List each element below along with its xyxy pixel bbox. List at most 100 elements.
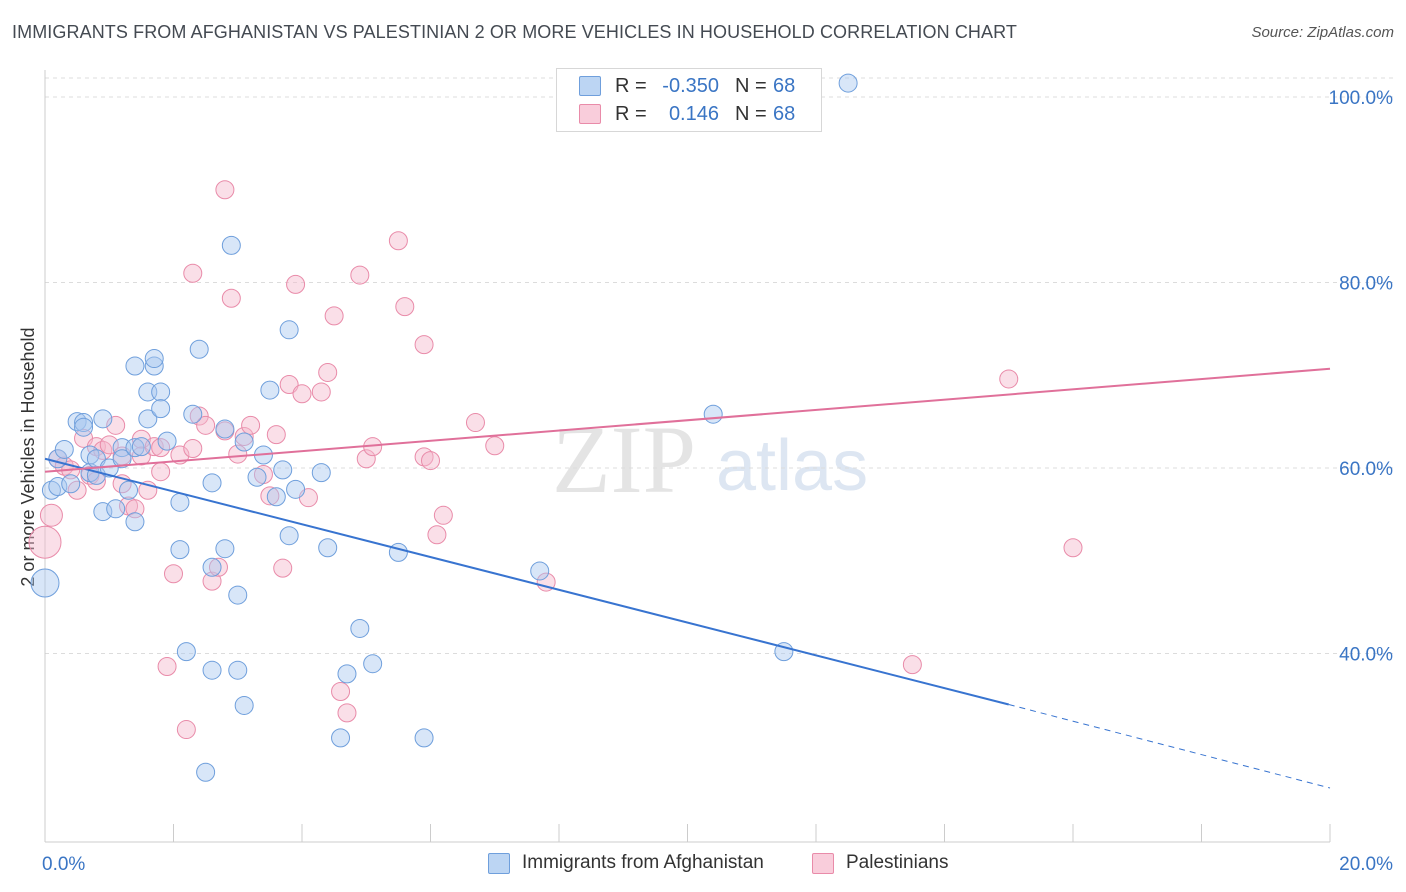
data-point-afghanistan (196, 762, 216, 782)
data-point-afghanistan (183, 404, 203, 424)
y-tick-label: 60.0% (1339, 459, 1393, 480)
data-point-palestinians (999, 369, 1019, 389)
data-point-palestinians (202, 571, 222, 591)
data-point-palestinians (427, 525, 447, 545)
data-point-palestinians (465, 413, 485, 433)
data-point-afghanistan (67, 412, 87, 432)
data-point-palestinians (241, 415, 261, 435)
data-point-palestinians (28, 525, 62, 559)
legend-item-palestinians[interactable]: Palestinians (812, 852, 948, 874)
data-point-palestinians (331, 682, 351, 702)
data-point-afghanistan (125, 356, 145, 376)
data-point-palestinians (208, 557, 228, 577)
data-point-palestinians (311, 382, 331, 402)
data-point-afghanistan (41, 480, 61, 500)
data-point-palestinians (536, 572, 556, 592)
data-point-palestinians (433, 505, 453, 525)
data-point-palestinians (350, 265, 370, 285)
data-point-afghanistan (202, 660, 222, 680)
stats-n-value: 68 (773, 74, 796, 97)
data-point-afghanistan (138, 409, 158, 429)
chart-source: Source: ZipAtlas.com (1251, 24, 1394, 41)
legend-label-palestinians: Palestinians (846, 852, 949, 873)
data-point-afghanistan (30, 568, 60, 598)
data-point-afghanistan (74, 413, 94, 433)
trend-lines (44, 367, 1331, 789)
data-point-afghanistan (247, 467, 267, 487)
data-point-palestinians (189, 406, 209, 426)
data-point-afghanistan (234, 695, 254, 715)
y-tick-labels: 40.0% 60.0% 80.0% 100.0% (1329, 88, 1394, 666)
data-point-afghanistan (414, 728, 434, 748)
x-tick-label: 0.0% (42, 854, 85, 875)
data-point-afghanistan (176, 642, 196, 662)
watermark: ZIP atlas (552, 406, 868, 513)
data-point-afghanistan (530, 561, 550, 581)
data-point-palestinians (421, 451, 440, 471)
data-point-afghanistan (112, 449, 132, 469)
data-point-afghanistan (273, 460, 293, 480)
data-point-afghanistan (170, 492, 190, 512)
data-point-afghanistan (318, 538, 338, 558)
data-point-afghanistan (151, 399, 171, 419)
data-point-palestinians (151, 462, 171, 482)
data-point-palestinians (292, 384, 312, 404)
data-point-palestinians (183, 263, 203, 283)
data-point-afghanistan (279, 320, 299, 340)
data-point-afghanistan (221, 235, 241, 255)
data-point-palestinians (395, 297, 415, 317)
legend-swatch-blue (488, 852, 510, 874)
legend-item-afghanistan[interactable]: Immigrants from Afghanistan (488, 852, 764, 874)
data-point-palestinians (266, 425, 286, 445)
data-point-afghanistan (331, 728, 351, 748)
data-point-afghanistan (131, 437, 151, 457)
data-point-palestinians (902, 655, 922, 675)
data-point-afghanistan (228, 585, 248, 605)
trend-line-afghanistan-extrapolated (1008, 704, 1331, 789)
data-point-palestinians (1063, 538, 1083, 558)
trend-line-palestinians (44, 367, 1331, 473)
x-tick-label: 20.0% (1339, 854, 1393, 875)
data-point-palestinians (234, 426, 254, 446)
data-point-afghanistan (151, 382, 171, 402)
stats-n-label: N = (735, 102, 767, 125)
data-point-afghanistan (106, 499, 126, 519)
data-point-afghanistan (125, 438, 145, 458)
axes (44, 70, 1331, 843)
legend-swatch-pink (812, 852, 834, 874)
data-point-afghanistan (337, 664, 357, 684)
data-point-afghanistan (215, 539, 235, 559)
data-point-afghanistan (279, 526, 299, 546)
stats-row-afghanistan: R = -0.350 N = 68 (579, 73, 795, 99)
legend-label-afghanistan: Immigrants from Afghanistan (522, 852, 764, 873)
stats-r-label: R = (615, 102, 647, 125)
data-point-afghanistan (228, 660, 248, 680)
y-axis-label: 2 or more Vehicles in Household (18, 327, 38, 586)
data-point-afghanistan (234, 432, 254, 452)
data-point-afghanistan (286, 479, 306, 499)
data-point-afghanistan (363, 654, 383, 674)
data-point-afghanistan (74, 417, 94, 437)
data-point-afghanistan (189, 339, 209, 359)
data-point-afghanistan (170, 540, 190, 560)
data-point-palestinians (196, 415, 216, 435)
data-point-palestinians (157, 656, 177, 676)
data-point-afghanistan (119, 480, 139, 500)
data-point-afghanistan (703, 404, 723, 424)
y-tick-label: 40.0% (1339, 645, 1393, 666)
x-tick-labels: 0.0% 20.0% (42, 854, 1393, 875)
data-point-palestinians (356, 449, 376, 469)
data-point-palestinians (279, 375, 299, 395)
stats-n-label: N = (735, 74, 767, 97)
data-point-palestinians (388, 231, 408, 251)
trend-line-afghanistan (44, 457, 1009, 706)
data-point-afghanistan (388, 542, 408, 562)
data-point-afghanistan (266, 487, 286, 507)
data-point-palestinians (318, 362, 338, 382)
data-point-afghanistan (93, 409, 113, 429)
data-point-palestinians (228, 444, 248, 464)
afghanistan-series (30, 73, 858, 782)
data-point-afghanistan (311, 463, 331, 483)
data-point-palestinians (221, 288, 241, 308)
data-point-palestinians (39, 503, 63, 527)
